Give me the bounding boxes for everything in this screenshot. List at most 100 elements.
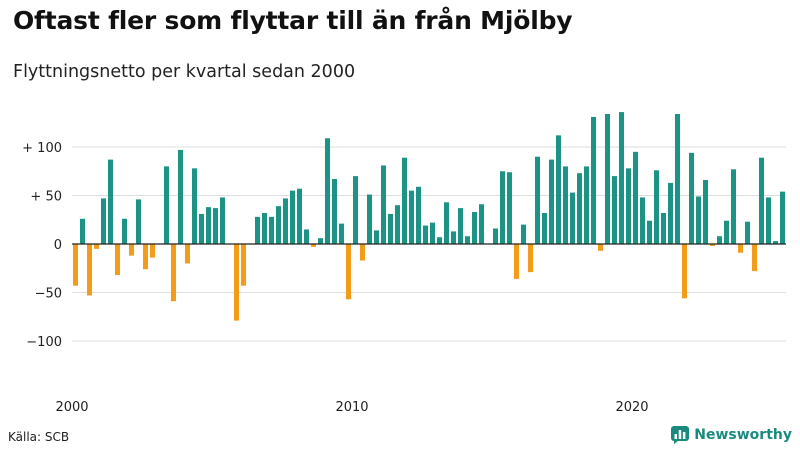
bar <box>261 212 268 244</box>
y-tick-label: 0 <box>54 238 62 253</box>
bar <box>513 244 520 279</box>
bar <box>149 244 156 258</box>
bar <box>310 244 317 247</box>
x-tick-label: 2020 <box>615 400 648 415</box>
bar <box>121 218 128 244</box>
bar <box>716 236 723 244</box>
bar <box>639 197 646 244</box>
bar <box>709 244 716 246</box>
bar <box>219 197 226 244</box>
bar <box>128 244 135 256</box>
bar <box>422 225 429 244</box>
chart-title: Oftast fler som flyttar till än från Mjö… <box>13 6 573 35</box>
bar <box>667 182 674 244</box>
bar <box>702 179 709 244</box>
bar <box>114 244 121 276</box>
bar <box>723 220 730 244</box>
bar <box>758 157 765 244</box>
bar <box>142 244 149 270</box>
bar <box>681 244 688 299</box>
bar <box>576 173 583 244</box>
bar <box>562 166 569 244</box>
bar <box>282 198 289 244</box>
bar <box>289 190 296 244</box>
bar <box>317 238 324 244</box>
bar <box>184 244 191 264</box>
bar <box>772 241 779 244</box>
bar <box>737 244 744 253</box>
bar <box>296 188 303 244</box>
bar <box>408 190 415 244</box>
bar <box>597 244 604 251</box>
bar <box>520 224 527 244</box>
bar <box>527 244 534 273</box>
bar <box>373 230 380 244</box>
bar <box>93 244 100 249</box>
bar <box>324 138 331 244</box>
bar <box>268 216 275 244</box>
y-tick-label: −100 <box>26 335 62 350</box>
bar <box>779 191 786 244</box>
bar <box>583 166 590 244</box>
bar <box>275 206 282 244</box>
bar <box>548 159 555 244</box>
bar <box>492 228 499 244</box>
y-tick-label: + 100 <box>22 141 62 156</box>
bar <box>79 218 86 244</box>
bar <box>653 170 660 244</box>
bar <box>191 168 198 244</box>
bar <box>611 176 618 244</box>
bar <box>730 169 737 244</box>
bar <box>72 244 79 286</box>
bar <box>632 151 639 244</box>
bar <box>254 216 261 244</box>
bar <box>380 165 387 244</box>
bar <box>660 212 667 244</box>
bar <box>352 176 359 244</box>
bar <box>695 196 702 244</box>
bar <box>212 208 219 244</box>
bar <box>436 237 443 244</box>
bar <box>205 207 212 244</box>
bar <box>688 152 695 244</box>
bar <box>170 244 177 302</box>
x-tick-label: 2010 <box>335 400 368 415</box>
bar <box>338 223 345 244</box>
bar <box>674 114 681 245</box>
bar <box>345 244 352 300</box>
bar <box>443 202 450 244</box>
bar <box>359 244 366 261</box>
newsworthy-logo[interactable]: Newsworthy <box>671 426 792 444</box>
bar <box>135 199 142 244</box>
bar <box>765 197 772 244</box>
chart-subtitle: Flyttningsnetto per kvartal sedan 2000 <box>13 62 356 82</box>
bar <box>625 168 632 244</box>
bar <box>86 244 93 296</box>
bar-chart-logo-icon <box>671 426 690 444</box>
bar <box>751 244 758 272</box>
bar <box>387 213 394 244</box>
bar <box>450 231 457 244</box>
bar <box>457 208 464 244</box>
bar <box>107 159 114 244</box>
bar <box>464 236 471 244</box>
source-note: Källa: SCB <box>8 430 70 444</box>
bar <box>331 179 338 244</box>
y-tick-label: −50 <box>35 287 62 302</box>
bar <box>429 222 436 244</box>
bar <box>541 212 548 244</box>
bar <box>240 244 247 286</box>
bar <box>604 114 611 245</box>
bar <box>163 166 170 244</box>
bar <box>478 204 485 244</box>
bar <box>177 149 184 244</box>
bar <box>744 221 751 244</box>
bar <box>233 244 240 321</box>
bar-chart: + 100 + 50 0 −50 −100 2000 2010 2020 <box>22 112 786 415</box>
x-tick-label: 2000 <box>55 400 88 415</box>
bar <box>499 171 506 244</box>
bar <box>471 211 478 244</box>
bar <box>506 172 513 244</box>
bar <box>415 186 422 244</box>
bar <box>303 229 310 244</box>
